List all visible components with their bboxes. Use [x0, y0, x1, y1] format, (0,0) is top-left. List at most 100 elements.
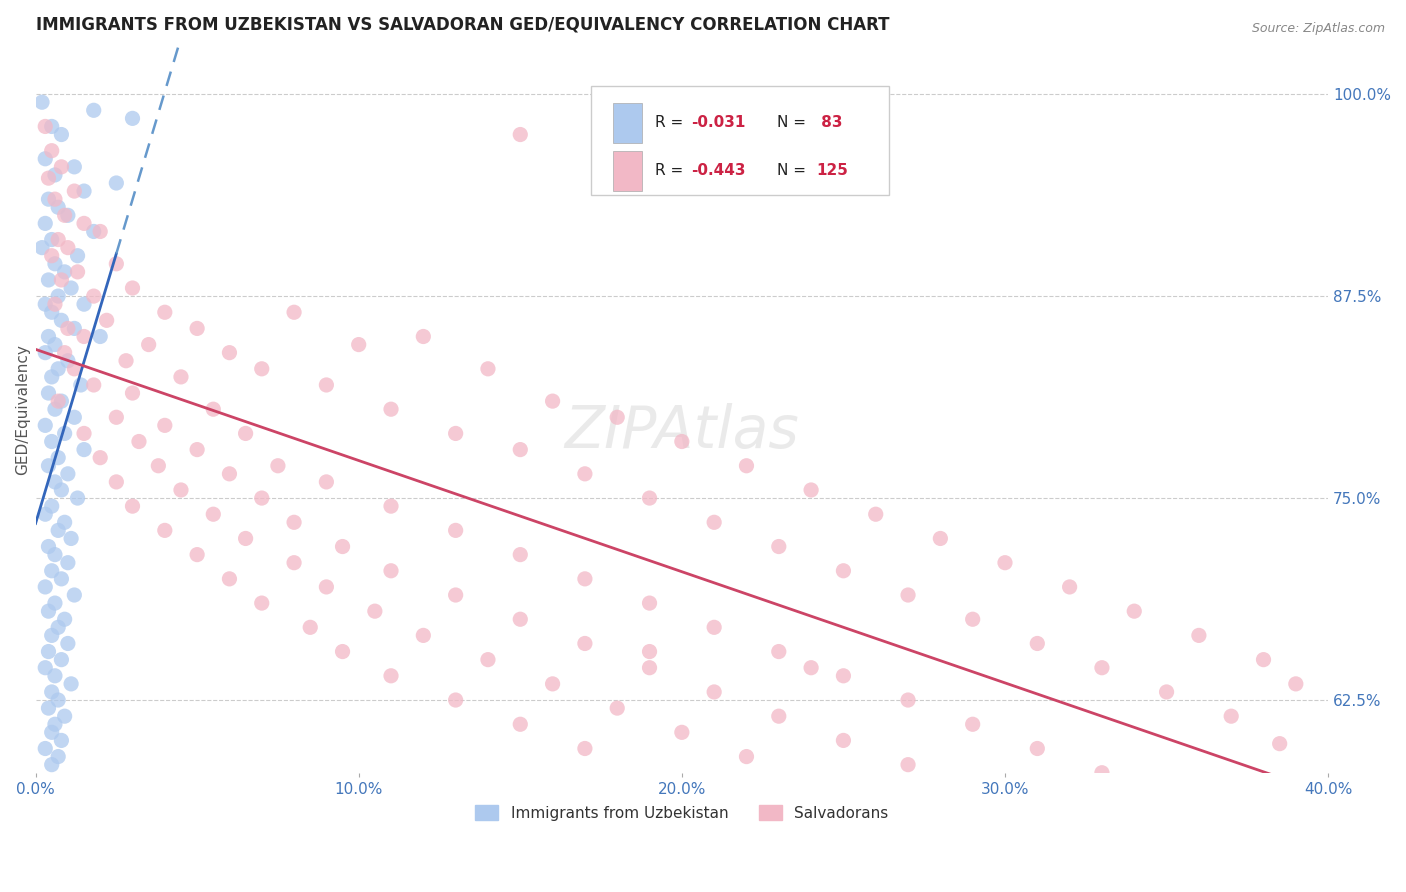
Text: 125: 125 [817, 163, 848, 178]
Point [148, 458, 170, 473]
Point [41, 757, 63, 772]
Point [31, 241, 53, 255]
Point [929, 532, 952, 546]
Point [153, 524, 176, 538]
Point [444, 426, 467, 441]
Point [380, 669, 402, 683]
Point [444, 524, 467, 538]
Point [63, 184, 86, 198]
Point [574, 467, 596, 481]
Point [41, 249, 63, 263]
Point [509, 717, 531, 731]
Point [56, 208, 79, 222]
Point [44, 669, 66, 683]
Point [34, 580, 56, 594]
Point [56, 467, 79, 481]
Point [46, 233, 69, 247]
Point [283, 516, 305, 530]
Point [44, 596, 66, 610]
FancyBboxPatch shape [592, 86, 889, 194]
Point [105, 257, 128, 271]
Point [1026, 741, 1049, 756]
Point [1123, 604, 1146, 618]
Point [37, 273, 59, 287]
Point [44, 475, 66, 489]
Point [37, 644, 59, 658]
Point [444, 693, 467, 707]
Point [63, 410, 86, 425]
Point [41, 144, 63, 158]
Point [509, 612, 531, 626]
Text: -0.031: -0.031 [690, 115, 745, 130]
Point [250, 361, 273, 376]
Point [73, 297, 96, 311]
Point [63, 160, 86, 174]
Point [46, 289, 69, 303]
Point [380, 402, 402, 417]
Point [574, 572, 596, 586]
Point [865, 507, 887, 521]
Point [34, 152, 56, 166]
Point [51, 273, 73, 287]
Point [37, 386, 59, 401]
Point [994, 556, 1017, 570]
Point [51, 572, 73, 586]
Point [83, 378, 105, 392]
Point [1091, 661, 1114, 675]
Point [768, 540, 790, 554]
Point [202, 402, 225, 417]
Point [44, 192, 66, 206]
Point [46, 450, 69, 465]
Point [73, 329, 96, 343]
Point [153, 305, 176, 319]
Point [41, 725, 63, 739]
Point [60, 532, 83, 546]
Y-axis label: GED/Equivalency: GED/Equivalency [15, 343, 30, 475]
Point [170, 483, 193, 497]
Point [53, 345, 76, 359]
Point [380, 499, 402, 513]
Point [235, 426, 257, 441]
Point [60, 281, 83, 295]
Text: N =: N = [778, 163, 811, 178]
Point [37, 604, 59, 618]
Point [380, 564, 402, 578]
Point [41, 305, 63, 319]
Point [332, 644, 354, 658]
Point [44, 402, 66, 417]
Point [186, 321, 208, 335]
Point [1285, 677, 1308, 691]
Point [51, 128, 73, 142]
Point [51, 160, 73, 174]
Point [1026, 636, 1049, 650]
Point [444, 588, 467, 602]
Point [73, 184, 96, 198]
Point [299, 620, 322, 634]
Point [53, 265, 76, 279]
Text: N =: N = [778, 115, 811, 130]
Point [105, 475, 128, 489]
Point [34, 345, 56, 359]
Point [283, 556, 305, 570]
Point [897, 588, 920, 602]
Point [37, 192, 59, 206]
Point [44, 548, 66, 562]
Point [41, 628, 63, 642]
Point [250, 596, 273, 610]
Point [51, 653, 73, 667]
Point [121, 112, 143, 126]
Point [832, 564, 855, 578]
Point [638, 596, 661, 610]
Point [574, 741, 596, 756]
Point [509, 128, 531, 142]
Point [1091, 765, 1114, 780]
Point [218, 467, 240, 481]
Point [89, 329, 111, 343]
Point [315, 378, 337, 392]
Point [218, 572, 240, 586]
Point [283, 305, 305, 319]
Point [37, 701, 59, 715]
Point [41, 685, 63, 699]
Point [37, 540, 59, 554]
Point [606, 410, 628, 425]
